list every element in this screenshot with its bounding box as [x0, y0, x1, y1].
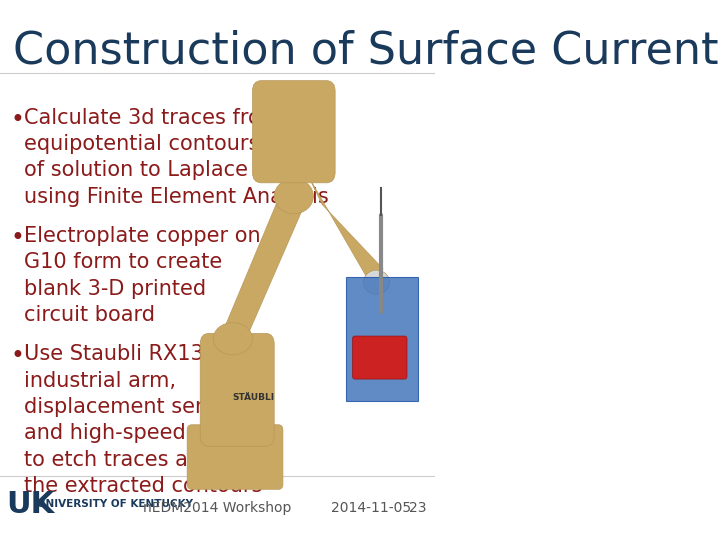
Text: 23: 23	[409, 501, 427, 515]
Text: Use Staubli RX130
industrial arm,
displacement sensor,
and high-speed drill
to e: Use Staubli RX130 industrial arm, displa…	[24, 344, 262, 496]
Ellipse shape	[213, 322, 253, 355]
Text: UK: UK	[6, 490, 55, 519]
Ellipse shape	[364, 270, 390, 294]
Text: •: •	[11, 226, 24, 250]
Ellipse shape	[274, 179, 313, 214]
FancyBboxPatch shape	[346, 277, 418, 401]
FancyBboxPatch shape	[200, 333, 274, 446]
Text: 2014-11-05: 2014-11-05	[330, 501, 411, 515]
Text: Calculate 3d traces from
equipotential contours
of solution to Laplace eq.
using: Calculate 3d traces from equipotential c…	[24, 107, 329, 207]
FancyBboxPatch shape	[253, 80, 335, 183]
Text: UNIVERSITY OF KENTUCKY: UNIVERSITY OF KENTUCKY	[37, 500, 193, 509]
Text: •: •	[11, 107, 24, 132]
Text: STÄUBLI: STÄUBLI	[233, 393, 275, 402]
Polygon shape	[217, 188, 305, 344]
Text: Electroplate copper on a
G10 form to create
blank 3-D printed
circuit board: Electroplate copper on a G10 form to cre…	[24, 226, 280, 325]
Text: Construction of Surface Current Coils: Construction of Surface Current Coils	[13, 30, 720, 72]
FancyBboxPatch shape	[353, 336, 407, 379]
FancyBboxPatch shape	[187, 425, 283, 489]
Text: nEDM2014 Workshop: nEDM2014 Workshop	[143, 501, 292, 515]
Polygon shape	[309, 178, 383, 291]
Text: •: •	[11, 344, 24, 368]
